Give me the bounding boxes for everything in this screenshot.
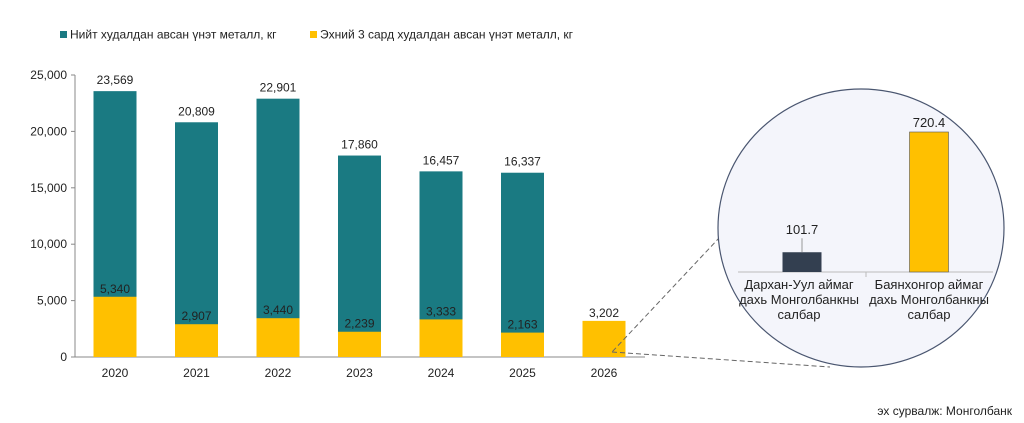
data-label: 17,860 <box>341 138 378 152</box>
inset-data-label: 720.4 <box>913 115 946 130</box>
x-tick-label: 2025 <box>509 366 536 380</box>
legend-swatch <box>310 31 317 38</box>
y-tick-label: 15,000 <box>30 181 67 195</box>
inset-category-label: салбар <box>778 307 821 322</box>
data-label: 2,907 <box>181 309 211 323</box>
data-label: 22,901 <box>260 81 297 95</box>
data-label: 3,333 <box>426 304 456 318</box>
bar-q1-2025 <box>501 332 544 357</box>
data-label: 2,163 <box>507 318 537 332</box>
x-tick-label: 2023 <box>346 366 373 380</box>
bar-total-2023 <box>338 155 381 357</box>
data-label: 20,809 <box>178 104 215 118</box>
legend-label: Эхний 3 сард худалдан авсан үнэт металл,… <box>320 28 574 42</box>
inset-data-label: 101.7 <box>786 222 819 237</box>
bar-q1-2026 <box>582 320 626 357</box>
x-tick-label: 2021 <box>183 366 210 380</box>
y-tick-label: 0 <box>60 350 67 364</box>
legend-swatch <box>60 31 67 38</box>
inset-bar <box>909 131 949 273</box>
x-tick-label: 2020 <box>102 366 129 380</box>
y-tick-label: 25,000 <box>30 68 67 82</box>
zoom-circle <box>717 88 1005 368</box>
data-label: 3,202 <box>589 306 619 320</box>
inset-category-label: Дархан-Уул аймаг <box>744 277 854 292</box>
legend-label: Нийт худалдан авсан үнэт металл, кг <box>70 28 277 42</box>
y-tick-label: 10,000 <box>30 237 67 251</box>
source-note: эх сурвалж: Монголбанк <box>877 404 1012 418</box>
inset-bar <box>782 252 822 272</box>
bar-q1-2021 <box>175 324 218 357</box>
data-label: 16,457 <box>423 153 460 167</box>
bar-q1-2024 <box>419 319 463 357</box>
data-label: 16,337 <box>504 155 541 169</box>
x-tick-label: 2024 <box>428 366 455 380</box>
connector-line <box>611 351 831 368</box>
y-tick-label: 20,000 <box>30 124 67 138</box>
x-tick-label: 2022 <box>265 366 292 380</box>
inset-category-label: Баянхонгор аймаг <box>875 277 984 292</box>
bar-q1-2020 <box>93 296 137 357</box>
inset-category-label: дахь Монголбанкны <box>869 292 989 307</box>
data-label: 2,239 <box>344 317 374 331</box>
data-label: 5,340 <box>100 282 130 296</box>
inset-category-label: дахь Монголбанкны <box>739 292 859 307</box>
bar-q1-2022 <box>256 318 300 357</box>
x-tick-label: 2026 <box>591 366 618 380</box>
connector-line <box>611 236 721 353</box>
data-label: 3,440 <box>263 303 293 317</box>
bar-q1-2023 <box>338 331 381 357</box>
bar-total-2025 <box>501 172 544 357</box>
data-label: 23,569 <box>97 73 134 87</box>
bar-total-2021 <box>175 122 218 358</box>
inset-category-label: салбар <box>908 307 951 322</box>
y-tick-label: 5,000 <box>37 294 67 308</box>
bar-total-2022 <box>256 98 300 357</box>
